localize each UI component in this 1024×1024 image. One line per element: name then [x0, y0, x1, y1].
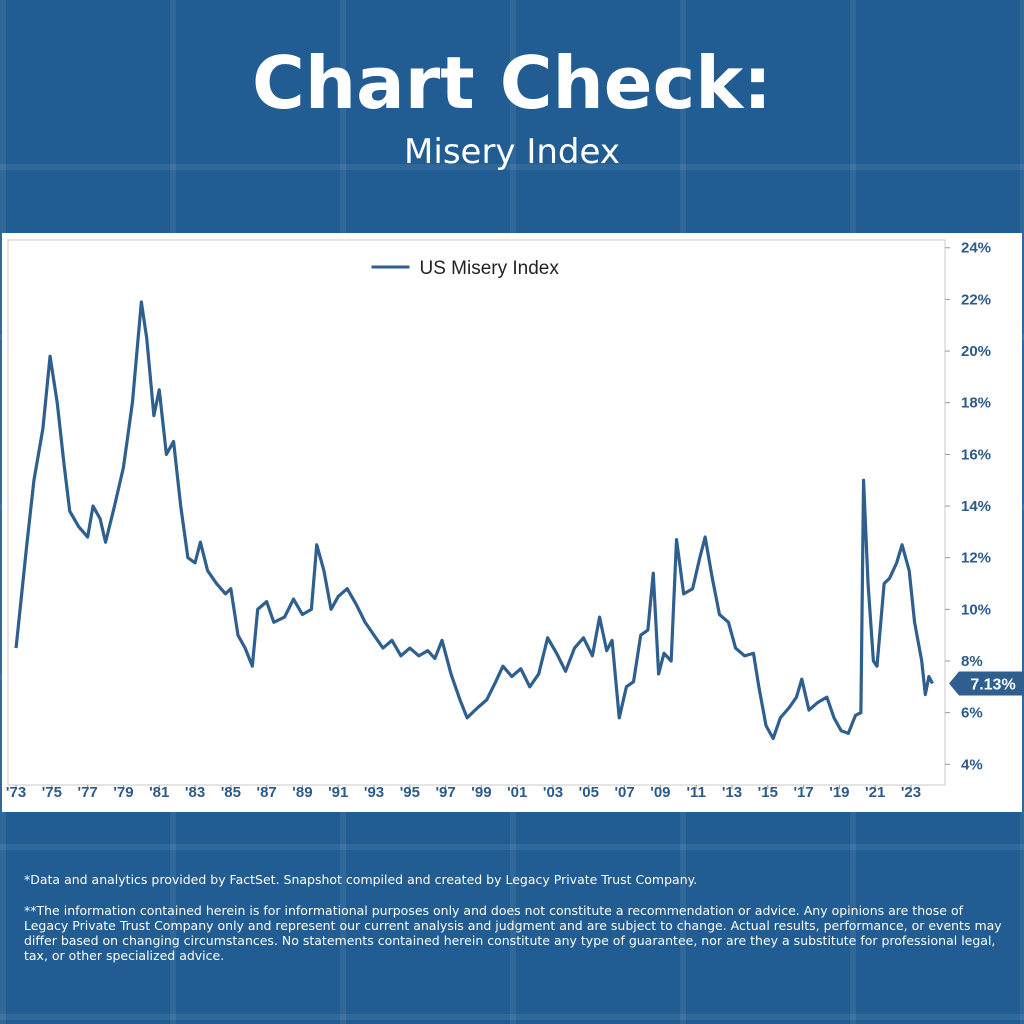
- x-tick-label: '77: [78, 784, 98, 801]
- x-tick-label: '03: [543, 784, 563, 801]
- y-tick-label: 10%: [961, 601, 991, 618]
- x-tick-label: '11: [686, 784, 705, 801]
- x-tick-label: '87: [257, 784, 277, 801]
- chart-panel: [2, 233, 1022, 812]
- x-tick-label: '99: [471, 784, 491, 801]
- x-tick-label: '93: [364, 784, 384, 801]
- value-label: 7.13%: [970, 676, 1015, 693]
- x-tick-label: '17: [793, 784, 813, 801]
- x-tick-label: '19: [829, 784, 849, 801]
- x-tick-label: '07: [614, 784, 634, 801]
- legend-label: US Misery Index: [420, 258, 560, 279]
- x-tick-label: '79: [113, 784, 133, 801]
- x-tick-label: '97: [435, 784, 455, 801]
- x-tick-label: '09: [650, 784, 670, 801]
- value-label-box: [949, 671, 1024, 696]
- y-tick-label: 8%: [961, 653, 983, 670]
- y-tick-label: 6%: [961, 705, 983, 722]
- x-tick-label: '15: [758, 784, 778, 801]
- y-tick-label: 22%: [961, 291, 991, 308]
- x-tick-label: '73: [6, 784, 26, 801]
- y-tick-label: 14%: [961, 498, 991, 515]
- x-tick-label: '91: [328, 784, 348, 801]
- x-tick-label: '21: [865, 784, 885, 801]
- x-tick-label: '13: [722, 784, 742, 801]
- x-tick-label: '05: [579, 784, 599, 801]
- x-tick-label: '75: [42, 784, 62, 801]
- x-tick-label: '85: [221, 784, 241, 801]
- x-tick-label: '23: [901, 784, 921, 801]
- y-tick-label: 18%: [961, 395, 991, 412]
- subtitle: Misery Index: [404, 132, 620, 172]
- x-tick-label: '95: [400, 784, 420, 801]
- y-tick-label: 24%: [961, 240, 991, 257]
- x-tick-label: '89: [292, 784, 312, 801]
- plot-frame: [7, 239, 946, 786]
- y-tick-label: 16%: [961, 446, 991, 463]
- x-tick-label: '01: [507, 784, 527, 801]
- y-tick-label: 4%: [961, 756, 983, 773]
- footnotes: *Data and analytics provided by FactSet.…: [24, 872, 1009, 979]
- y-tick-label: 12%: [961, 550, 991, 567]
- title: Chart Check:: [252, 41, 772, 125]
- x-tick-label: '81: [149, 784, 169, 801]
- footnote: **The information contained herein is fo…: [24, 903, 1002, 963]
- x-tick-label: '83: [185, 784, 205, 801]
- y-tick-label: 20%: [961, 343, 991, 360]
- footnote: *Data and analytics provided by FactSet.…: [24, 872, 698, 887]
- line: [14, 300, 934, 741]
